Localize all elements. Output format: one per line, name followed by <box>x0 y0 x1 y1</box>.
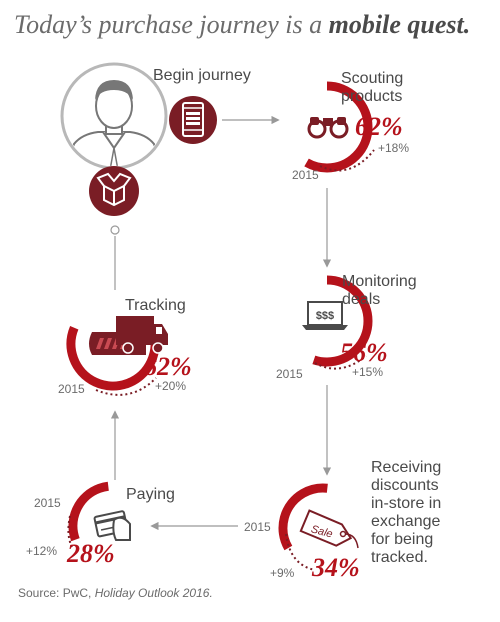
monitoring-baseline-year: 2015 <box>276 367 303 381</box>
receiving-label-line5: for being <box>371 531 434 548</box>
binoculars-icon <box>307 117 349 139</box>
receiving-baseline-year: 2015 <box>244 520 271 534</box>
monitoring-progress-ring <box>281 275 373 370</box>
source-note: Source: PwC, Holiday Outlook 2016. <box>18 586 213 600</box>
truck-icon <box>89 316 168 355</box>
tracking-trend-line <box>95 377 157 396</box>
tracking-baseline-year: 2015 <box>58 382 85 396</box>
credit-card-icon <box>93 510 131 541</box>
scouting-label-line2: products <box>341 88 403 105</box>
page-title: Today’s purchase journey is a mobile que… <box>14 10 470 40</box>
monitoring-label-line1: Monitoring <box>342 273 417 290</box>
receiving-label-line3: in-store in <box>371 495 442 512</box>
scouting-trend-line <box>319 149 375 172</box>
receiving-label-line2: discounts <box>371 477 439 494</box>
source-publication: Holiday Outlook 2016. <box>94 586 213 600</box>
receiving-value: 34% <box>312 553 360 582</box>
paying-value: 28% <box>67 539 115 568</box>
monitoring-value: 56% <box>340 338 388 367</box>
paying-change: +12% <box>26 544 58 558</box>
title-prefix: Today’s purchase journey is a <box>14 10 329 39</box>
tracking-label: Tracking <box>125 297 186 314</box>
receiving-label-line1: Receiving <box>371 459 442 476</box>
phone-icon <box>169 96 217 144</box>
receiving-progress-ring <box>278 483 368 573</box>
scouting-value: 62% <box>355 112 403 141</box>
scouting-progress-ring <box>281 81 375 173</box>
receiving-change: +9% <box>270 566 295 580</box>
scouting-baseline-year: 2015 <box>292 168 319 182</box>
tracking-value: 62% <box>144 352 192 381</box>
paying-label: Paying <box>126 486 175 503</box>
monitoring-change: +15% <box>352 365 384 379</box>
sale-tag-text: Sale <box>310 523 334 540</box>
source-prefix: Source: PwC, <box>18 586 95 600</box>
connector-dot <box>110 225 120 235</box>
scouting-label-line1: Scouting <box>341 70 404 87</box>
paying-progress-ring <box>67 481 158 571</box>
person-icon <box>60 62 168 170</box>
laptop-screen-text: $$$ <box>316 310 334 322</box>
paying-baseline-year: 2015 <box>34 496 61 510</box>
monitoring-label-line2: deals <box>342 291 381 308</box>
title-emphasis: mobile quest. <box>328 10 471 39</box>
laptop-icon: $$$ <box>302 301 348 330</box>
monitoring-trend-line <box>314 355 367 370</box>
box-icon <box>89 166 139 216</box>
tracking-change: +20% <box>155 379 187 393</box>
begin-journey-label: Begin journey <box>153 67 251 84</box>
receiving-label-line6: tracked. <box>371 549 428 566</box>
scouting-change: +18% <box>378 141 410 155</box>
receiving-label-line4: exchange <box>371 513 441 530</box>
sale-tag-icon: Sale <box>299 509 359 549</box>
receiving-trend-line <box>285 533 316 571</box>
